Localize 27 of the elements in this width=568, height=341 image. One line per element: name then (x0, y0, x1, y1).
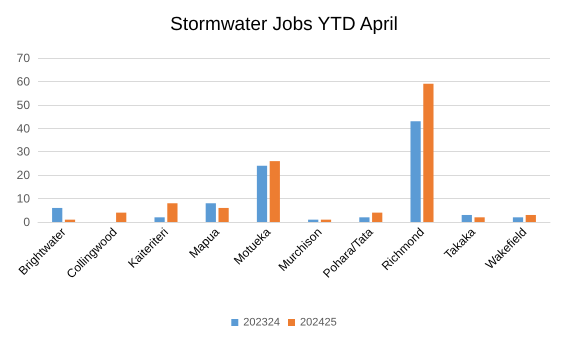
legend-label: 202324 (243, 316, 280, 328)
chart-title: Stormwater Jobs YTD April (170, 14, 398, 35)
y-tick-label: 20 (16, 168, 30, 182)
bar (167, 203, 178, 222)
bar (154, 217, 165, 222)
bar (410, 121, 421, 222)
y-tick-label: 0 (23, 215, 30, 229)
y-tick-label: 60 (16, 74, 30, 88)
bar (206, 203, 216, 222)
y-tick-label: 40 (16, 121, 30, 136)
bar (52, 208, 62, 222)
bar (256, 166, 268, 222)
bar (462, 214, 472, 222)
bar (116, 212, 126, 222)
bar (270, 161, 280, 222)
bar (218, 208, 229, 222)
bar (423, 84, 434, 222)
y-tick-label: 10 (16, 192, 30, 206)
bar (526, 214, 536, 222)
legend-label: 202425 (300, 316, 337, 328)
y-tick-label: 70 (16, 51, 30, 65)
bar (359, 217, 370, 222)
y-tick-label: 30 (16, 144, 30, 159)
y-tick-label: 50 (16, 98, 30, 112)
bar (372, 212, 382, 222)
bar (512, 217, 524, 222)
bar (474, 217, 485, 222)
